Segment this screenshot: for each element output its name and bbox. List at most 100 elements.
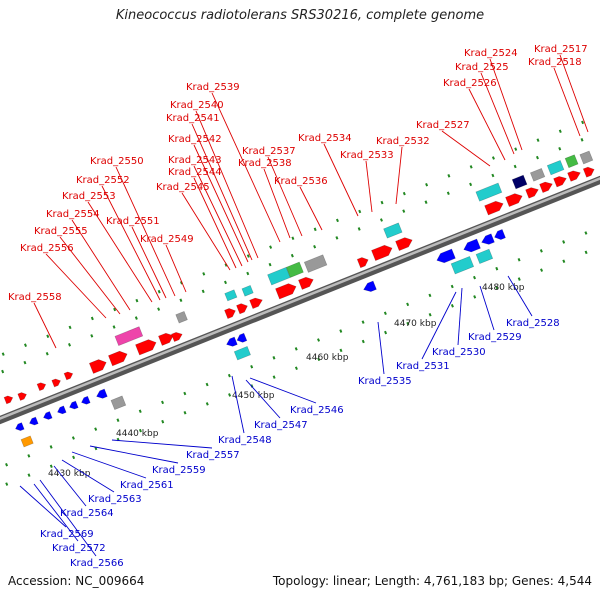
- forward-gene-arrow-shape: [135, 339, 157, 356]
- reverse-gene-label: Krad_2547: [254, 420, 308, 431]
- feature-box-shape: [114, 326, 144, 347]
- forward-gene-arrow: [553, 176, 567, 188]
- forward-gene-arrow: [88, 359, 107, 374]
- leader-line: [193, 165, 243, 267]
- forward-gene-label: Krad_2538: [238, 158, 292, 169]
- forward-gene-arrow: [582, 166, 595, 178]
- summary-text: Topology: linear; Length: 4,761,183 bp; …: [272, 574, 592, 588]
- reverse-gene-label: Krad_2546: [290, 405, 344, 416]
- reverse-gene-arrow: [96, 388, 108, 399]
- leader-line: [33, 302, 57, 349]
- reverse-gene-arrow: [481, 233, 495, 245]
- forward-gene-arrow: [525, 187, 539, 199]
- feature-box-shape: [475, 248, 494, 265]
- reverse-gene-label: Krad_2563: [88, 494, 142, 505]
- leader-line: [479, 285, 495, 331]
- leader-line: [191, 123, 253, 261]
- feature-box-shape: [233, 346, 251, 361]
- leader-line: [33, 483, 79, 542]
- reverse-gene-label: Krad_2535: [358, 376, 412, 387]
- reverse-gene-label: Krad_2548: [218, 435, 272, 446]
- leader-line: [468, 88, 506, 161]
- forward-gene-label: Krad_2536: [274, 176, 328, 187]
- forward-gene-label: Krad_2554: [46, 209, 100, 220]
- forward-gene-arrow: [36, 382, 47, 392]
- forward-gene-arrow: [275, 283, 297, 300]
- reverse-gene-label: Krad_2531: [396, 361, 450, 372]
- feature-box-shape: [241, 285, 254, 297]
- feature-box-shape: [475, 182, 503, 202]
- reverse-gene-arrow: [363, 280, 377, 292]
- reverse-gene-label: Krad_2528: [506, 318, 560, 329]
- feature-box-shape: [579, 150, 594, 165]
- forward-gene-arrow-shape: [3, 395, 14, 405]
- forward-gene-arrow: [356, 257, 369, 269]
- reverse-gene-arrow-shape: [81, 395, 91, 405]
- reverse-gene-arrow: [436, 248, 456, 264]
- forward-gene-label: Krad_2549: [140, 234, 194, 245]
- feature-box-shape: [110, 395, 127, 411]
- forward-gene-arrow: [63, 371, 74, 381]
- reverse-gene-label: Krad_2564: [60, 508, 114, 519]
- forward-gene-arrow-shape: [371, 244, 393, 262]
- forward-gene-label: Krad_2550: [90, 156, 144, 167]
- reverse-gene-arrow: [236, 332, 248, 343]
- feature-box-shape: [546, 159, 565, 176]
- genome-backbone: [0, 175, 600, 425]
- scale-tick-label: 4430 kbp: [48, 469, 91, 479]
- forward-gene-arrow-shape: [582, 166, 595, 178]
- forward-gene-label: Krad_2540: [170, 100, 224, 111]
- forward-gene-arrow: [371, 244, 393, 262]
- forward-gene-arrow-shape: [36, 382, 47, 392]
- reverse-gene-arrow: [57, 405, 67, 415]
- reverse-gene-arrow: [69, 400, 79, 410]
- accession-text: Accession: NC_009664: [8, 574, 145, 588]
- map-title: Kineococcus radiotolerans SRS30216, comp…: [115, 8, 485, 23]
- leader-line: [111, 439, 213, 449]
- leader-line: [553, 67, 581, 137]
- reverse-gene-label: Krad_2529: [468, 332, 522, 343]
- reverse-gene-label: Krad_2569: [40, 529, 94, 540]
- forward-gene-arrow: [17, 392, 27, 401]
- forward-gene-label: Krad_2539: [186, 82, 240, 93]
- guide-track: [0, 130, 600, 375]
- reverse-gene-arrow: [15, 422, 25, 431]
- leader-line: [193, 144, 249, 263]
- forward-gene-label: Krad_2534: [298, 133, 352, 144]
- reverse-gene-arrow: [226, 336, 238, 347]
- scale-tick-label: 4470 kbp: [394, 319, 437, 329]
- feature-box: [110, 395, 127, 411]
- leader-line: [507, 275, 533, 317]
- feature-box: [511, 174, 528, 190]
- leader-line: [480, 72, 515, 155]
- leader-line: [131, 226, 167, 299]
- feature-box: [450, 255, 475, 275]
- reverse-gene-arrow-shape: [226, 336, 238, 347]
- forward-gene-label: Krad_2525: [455, 62, 509, 73]
- forward-gene-label: Krad_2537: [242, 146, 296, 157]
- genome-backbone-highlight: [0, 177, 600, 420]
- forward-gene-arrow: [249, 297, 263, 309]
- forward-gene-arrow: [135, 339, 157, 356]
- feature-box: [475, 248, 494, 265]
- forward-gene-label: Krad_2517: [534, 44, 588, 55]
- forward-gene-arrow: [108, 350, 128, 367]
- forward-gene-arrow: [298, 276, 314, 290]
- leader-line: [267, 156, 303, 237]
- forward-gene-label: Krad_2544: [168, 167, 222, 178]
- reverse-gene-arrow-shape: [29, 416, 39, 426]
- leader-line: [441, 130, 491, 167]
- feature-box: [233, 346, 251, 361]
- leader-line: [457, 287, 463, 346]
- forward-gene-arrow-shape: [51, 378, 61, 388]
- forward-gene-arrow-shape: [539, 181, 553, 193]
- leader-line: [39, 479, 97, 557]
- feature-box: [475, 182, 503, 202]
- forward-gene-arrow: [484, 200, 504, 216]
- feature-box: [383, 222, 403, 239]
- leader-line: [263, 168, 291, 239]
- reverse-gene-arrow-shape: [363, 280, 377, 292]
- leader-line: [245, 379, 281, 419]
- forward-gene-arrow-shape: [395, 237, 413, 252]
